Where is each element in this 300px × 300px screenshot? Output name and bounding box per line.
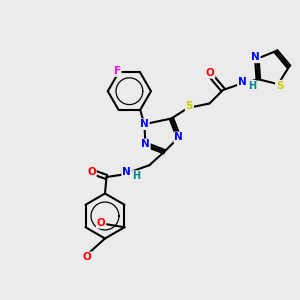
Text: O: O	[206, 68, 214, 78]
Text: H: H	[132, 171, 141, 181]
Text: F: F	[113, 66, 121, 76]
Text: N: N	[251, 52, 260, 62]
Text: N: N	[238, 76, 247, 87]
Text: N: N	[122, 167, 131, 177]
Text: N: N	[174, 132, 183, 142]
Text: N: N	[141, 140, 150, 149]
Text: H: H	[248, 81, 256, 91]
Text: S: S	[186, 101, 193, 112]
Text: O: O	[87, 167, 96, 177]
Text: O: O	[82, 252, 91, 262]
Text: S: S	[276, 81, 284, 91]
Text: O: O	[97, 218, 106, 228]
Text: N: N	[140, 119, 149, 129]
